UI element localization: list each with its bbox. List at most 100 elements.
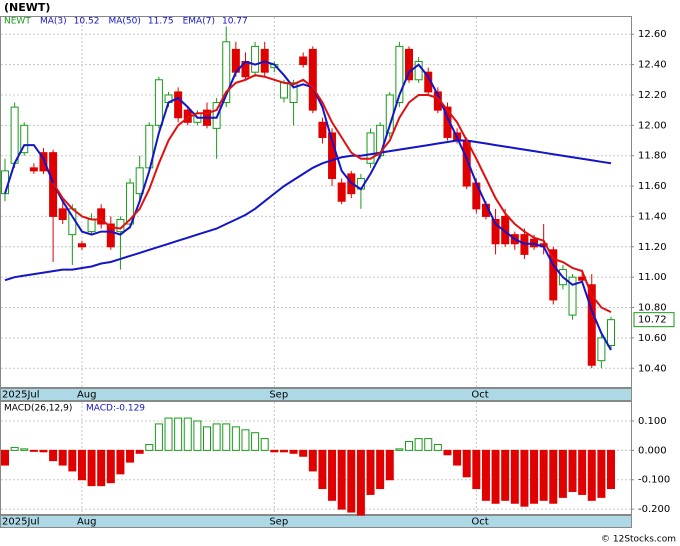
macd-bar <box>328 449 337 501</box>
y-tick-label: 11.40 <box>638 211 667 222</box>
macd-bar <box>10 446 19 451</box>
candle-body <box>607 319 615 346</box>
y-tick-label: 12.40 <box>638 60 667 71</box>
candle-body <box>299 56 308 66</box>
candle-body <box>39 152 48 172</box>
macd-bar <box>231 426 240 451</box>
legend-value: 10.77 <box>222 17 248 27</box>
macd-bar <box>135 449 144 454</box>
macd-bar <box>270 449 279 453</box>
candle-body <box>337 182 346 202</box>
macd-bar <box>251 432 260 451</box>
x-tick-label: Aug <box>77 517 97 528</box>
y-tick-label: 11.80 <box>638 151 667 162</box>
macd-bar <box>443 449 452 456</box>
y-tick-label: 10.80 <box>638 303 667 314</box>
candle-body <box>279 82 288 99</box>
macd-bar <box>97 449 106 487</box>
candle-body <box>174 91 183 119</box>
macd-bar <box>501 449 510 501</box>
legend-symbol: NEWT <box>4 17 31 27</box>
macd-bar <box>145 443 154 451</box>
macd-bar <box>68 449 77 472</box>
candle-body <box>20 124 29 154</box>
candle-body <box>251 45 260 73</box>
macd-bar <box>549 449 558 504</box>
macd-bar <box>106 449 115 484</box>
macd-bar <box>347 449 356 513</box>
legend-value: 11.75 <box>148 17 174 27</box>
x-tick-label: Oct <box>471 517 488 528</box>
candle-body <box>443 106 452 138</box>
macd-bar <box>49 449 58 462</box>
legend-name: EMA(7) <box>183 17 215 27</box>
date-strip <box>0 388 632 401</box>
y-tick-label: 12.20 <box>638 90 667 101</box>
macd-bar <box>587 449 596 501</box>
candle-body <box>318 121 327 138</box>
candle-body <box>366 132 375 164</box>
candle-body <box>58 208 67 220</box>
y-tick-label: 12.00 <box>638 120 667 131</box>
legend-name: MA(50) <box>108 17 140 27</box>
candle-body <box>77 243 86 248</box>
candle-body <box>597 337 606 362</box>
candle-body <box>1 170 9 195</box>
candle-body <box>405 48 413 81</box>
macd-bar <box>356 449 365 516</box>
x-tick-label: Sep <box>269 517 288 528</box>
macd-bar <box>558 449 567 498</box>
macd-bar <box>481 449 490 501</box>
y-tick-label: 11.20 <box>638 242 667 253</box>
macd-bar <box>1 449 9 466</box>
candle-body <box>587 284 596 366</box>
macd-bar <box>318 449 327 490</box>
macd-bar <box>597 449 606 498</box>
macd-bar <box>77 449 86 481</box>
x-tick-label: Oct <box>471 390 488 401</box>
candle-body <box>328 132 337 179</box>
macd-bar <box>39 449 48 453</box>
macd-bar <box>183 417 192 451</box>
indicator-line <box>4 139 612 282</box>
macd-bar <box>20 448 29 451</box>
macd-bar <box>530 449 539 504</box>
footer: © 12Stocks.com <box>601 535 676 545</box>
y-tick-label: 12.60 <box>638 29 667 40</box>
macd-bar <box>126 449 135 463</box>
chart-title: (NEWT) <box>4 1 50 14</box>
macd-bar <box>424 438 433 451</box>
macd-bar <box>29 449 38 452</box>
macd-bar <box>578 449 587 495</box>
macd-bar <box>203 426 211 451</box>
price-label: 10.72 <box>638 315 667 326</box>
macd-bar <box>472 449 481 490</box>
macd-bar <box>405 441 413 451</box>
candle-body <box>154 79 163 126</box>
macd-bar <box>395 448 404 451</box>
macd-bar <box>222 423 231 451</box>
macd-bar <box>491 449 500 504</box>
macd-bar <box>154 423 163 451</box>
candle-body <box>549 249 558 301</box>
y-tick-label: 10.60 <box>638 333 667 344</box>
candle-body <box>289 82 298 104</box>
macd-bar <box>241 429 250 451</box>
macd-bar <box>299 449 308 457</box>
candle-body <box>87 218 96 233</box>
macd-title: MACD(26,12,9) <box>4 404 72 414</box>
macd-bar <box>607 449 615 490</box>
candle-body <box>29 167 38 172</box>
price-panel <box>0 16 632 388</box>
macd-bar <box>376 449 385 490</box>
indicator-line <box>52 74 612 314</box>
macd-bar <box>510 449 519 504</box>
macd-value: MACD:-0.129 <box>86 404 145 414</box>
macd-bar <box>568 449 577 492</box>
macd-bar <box>289 449 298 454</box>
macd-panel <box>0 401 632 515</box>
price-box <box>633 312 675 328</box>
indicator-line <box>4 60 612 351</box>
legend-value: 10.52 <box>74 17 100 27</box>
